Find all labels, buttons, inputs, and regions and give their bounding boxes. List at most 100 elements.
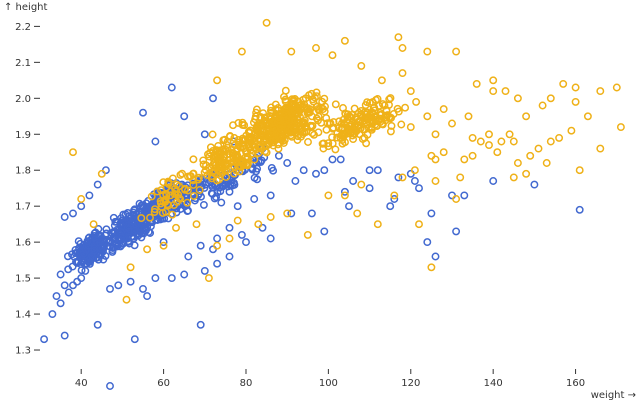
data-point bbox=[252, 105, 261, 114]
x-tick-label: 80 bbox=[240, 378, 253, 389]
data-point bbox=[159, 178, 168, 187]
data-point bbox=[80, 249, 88, 258]
data-point bbox=[222, 173, 231, 181]
data-point bbox=[349, 177, 358, 185]
data-point bbox=[134, 231, 143, 240]
data-point bbox=[345, 202, 353, 211]
data-point bbox=[238, 120, 247, 129]
data-point bbox=[362, 139, 371, 148]
data-point bbox=[287, 209, 296, 218]
data-point bbox=[431, 177, 440, 185]
data-point bbox=[522, 169, 531, 178]
data-point bbox=[230, 133, 239, 142]
data-point bbox=[505, 130, 514, 139]
data-point bbox=[209, 245, 217, 254]
data-point bbox=[385, 95, 394, 104]
data-point bbox=[215, 175, 224, 184]
data-point bbox=[229, 121, 237, 130]
data-point bbox=[571, 97, 580, 106]
data-point bbox=[139, 108, 147, 117]
data-point bbox=[538, 101, 547, 110]
data-point bbox=[322, 114, 331, 123]
data-point bbox=[40, 335, 49, 344]
data-point bbox=[84, 241, 93, 250]
data-point bbox=[439, 105, 448, 114]
data-point bbox=[143, 222, 152, 231]
data-point bbox=[184, 252, 193, 261]
data-point bbox=[349, 124, 358, 133]
data-point bbox=[199, 156, 208, 165]
data-point bbox=[493, 148, 502, 157]
data-point bbox=[196, 320, 205, 329]
data-point bbox=[489, 177, 498, 185]
data-point bbox=[237, 230, 246, 239]
data-point bbox=[194, 175, 203, 184]
data-point bbox=[546, 137, 555, 146]
data-point bbox=[290, 107, 299, 116]
data-point bbox=[180, 184, 189, 193]
data-point bbox=[207, 174, 216, 183]
data-point bbox=[312, 88, 321, 97]
series-0 bbox=[40, 83, 584, 390]
data-point bbox=[347, 114, 356, 122]
data-point bbox=[423, 47, 432, 56]
data-point bbox=[262, 148, 271, 157]
data-point bbox=[394, 33, 403, 42]
data-point bbox=[406, 169, 415, 178]
data-point bbox=[415, 220, 423, 229]
data-point bbox=[69, 209, 77, 218]
data-point bbox=[122, 295, 131, 304]
data-point bbox=[168, 210, 177, 219]
data-point bbox=[106, 284, 114, 293]
data-point bbox=[218, 145, 227, 154]
data-point bbox=[77, 202, 86, 211]
data-point bbox=[232, 166, 241, 175]
data-point bbox=[489, 76, 498, 85]
data-point bbox=[353, 209, 362, 218]
data-point bbox=[501, 87, 510, 96]
data-point bbox=[350, 104, 359, 113]
data-point bbox=[380, 101, 389, 110]
y-tick-label: 1.7 bbox=[15, 202, 31, 213]
data-point bbox=[387, 121, 396, 130]
data-point bbox=[365, 99, 374, 107]
y-tick-label: 1.8 bbox=[15, 166, 31, 177]
data-point bbox=[208, 130, 217, 139]
data-point bbox=[373, 166, 382, 175]
data-point bbox=[204, 274, 213, 283]
data-point bbox=[239, 160, 248, 169]
data-point bbox=[338, 123, 347, 132]
data-point bbox=[596, 144, 605, 153]
data-point bbox=[60, 213, 69, 221]
data-point bbox=[406, 123, 415, 132]
data-point bbox=[158, 208, 167, 217]
data-point bbox=[172, 187, 181, 196]
data-point bbox=[331, 100, 340, 109]
x-tick-label: 40 bbox=[75, 378, 88, 389]
data-point bbox=[147, 192, 156, 201]
data-point bbox=[220, 135, 229, 144]
data-point bbox=[322, 125, 331, 134]
data-point bbox=[559, 79, 568, 88]
data-point bbox=[314, 112, 323, 121]
data-point bbox=[237, 47, 246, 56]
data-point bbox=[110, 221, 119, 230]
data-point bbox=[93, 180, 102, 189]
data-point bbox=[271, 100, 280, 109]
data-point bbox=[250, 195, 259, 203]
data-point bbox=[238, 136, 247, 145]
data-point bbox=[69, 148, 77, 157]
data-point bbox=[101, 166, 110, 175]
data-point bbox=[278, 134, 287, 142]
data-point bbox=[526, 151, 535, 160]
series-1 bbox=[69, 18, 625, 304]
data-point bbox=[172, 208, 181, 217]
data-point bbox=[340, 36, 349, 45]
data-point bbox=[282, 116, 290, 125]
data-point bbox=[575, 166, 584, 175]
data-point bbox=[184, 172, 192, 181]
data-point bbox=[189, 155, 198, 164]
x-axis-label: weight → bbox=[591, 390, 636, 400]
data-point bbox=[398, 69, 407, 78]
